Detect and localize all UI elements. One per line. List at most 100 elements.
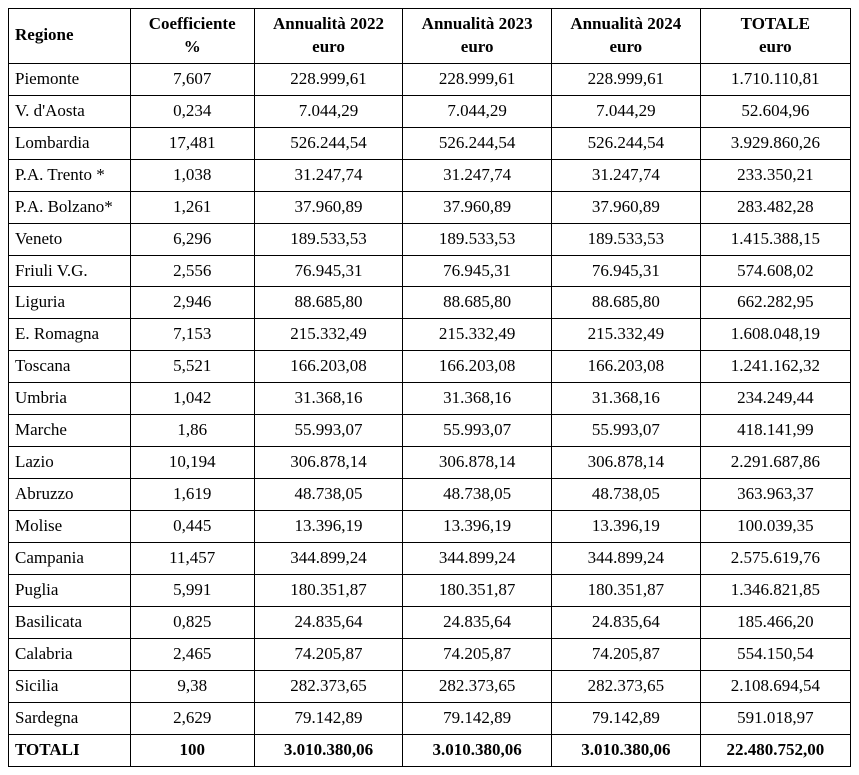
cell-totale: 1.241.162,32 (700, 351, 850, 383)
cell-regione: Sicilia (9, 670, 131, 702)
col-header-totale: TOTALE euro (700, 9, 850, 64)
cell-a2024: 215.332,49 (552, 319, 701, 351)
col-header-regione: Regione (9, 9, 131, 64)
cell-coef: 2,556 (130, 255, 254, 287)
cell-a2022: 76.945,31 (254, 255, 403, 287)
cell-a2023: 215.332,49 (403, 319, 552, 351)
cell-a2023: 74.205,87 (403, 638, 552, 670)
cell-regione: Umbria (9, 383, 131, 415)
cell-regione: Molise (9, 511, 131, 543)
table-row: Lombardia17,481526.244,54526.244,54526.2… (9, 127, 851, 159)
cell-coef: 1,86 (130, 415, 254, 447)
cell-totals-totale: 22.480.752,00 (700, 734, 850, 766)
cell-coef: 11,457 (130, 542, 254, 574)
cell-a2022: 31.247,74 (254, 159, 403, 191)
col-header-2024-l1: Annualità 2024 (558, 13, 694, 36)
cell-regione: Basilicata (9, 606, 131, 638)
cell-a2022: 344.899,24 (254, 542, 403, 574)
cell-a2022: 306.878,14 (254, 447, 403, 479)
cell-coef: 1,042 (130, 383, 254, 415)
table-row: Sardegna2,62979.142,8979.142,8979.142,89… (9, 702, 851, 734)
cell-totale: 591.018,97 (700, 702, 850, 734)
cell-totale: 3.929.860,26 (700, 127, 850, 159)
cell-a2022: 13.396,19 (254, 511, 403, 543)
col-header-2023: Annualità 2023 euro (403, 9, 552, 64)
cell-coef: 10,194 (130, 447, 254, 479)
cell-coef: 5,521 (130, 351, 254, 383)
cell-a2024: 24.835,64 (552, 606, 701, 638)
cell-a2024: 48.738,05 (552, 479, 701, 511)
cell-coef: 2,465 (130, 638, 254, 670)
cell-totale: 185.466,20 (700, 606, 850, 638)
col-header-2023-l1: Annualità 2023 (409, 13, 545, 36)
cell-coef: 17,481 (130, 127, 254, 159)
cell-regione: Lombardia (9, 127, 131, 159)
cell-totals-a2022: 3.010.380,06 (254, 734, 403, 766)
cell-a2023: 31.368,16 (403, 383, 552, 415)
cell-a2023: 24.835,64 (403, 606, 552, 638)
cell-a2023: 13.396,19 (403, 511, 552, 543)
cell-coef: 5,991 (130, 574, 254, 606)
cell-coef: 7,607 (130, 63, 254, 95)
cell-regione: Puglia (9, 574, 131, 606)
cell-totale: 418.141,99 (700, 415, 850, 447)
cell-totale: 1.710.110,81 (700, 63, 850, 95)
col-header-totale-l2: euro (707, 36, 844, 59)
cell-totale: 1.608.048,19 (700, 319, 850, 351)
cell-coef: 7,153 (130, 319, 254, 351)
cell-a2024: 228.999,61 (552, 63, 701, 95)
cell-regione: Lazio (9, 447, 131, 479)
cell-a2024: 166.203,08 (552, 351, 701, 383)
cell-totale: 2.575.619,76 (700, 542, 850, 574)
cell-regione: Calabria (9, 638, 131, 670)
regione-allocation-table: Regione Coefficiente % Annualità 2022 eu… (8, 8, 851, 767)
cell-regione: P.A. Bolzano* (9, 191, 131, 223)
col-header-coef: Coefficiente % (130, 9, 254, 64)
cell-coef: 0,234 (130, 95, 254, 127)
cell-regione: Sardegna (9, 702, 131, 734)
cell-coef: 1,619 (130, 479, 254, 511)
cell-totale: 1.415.388,15 (700, 223, 850, 255)
cell-coef: 2,629 (130, 702, 254, 734)
col-header-regione-l1: Regione (15, 24, 124, 47)
cell-a2024: 31.247,74 (552, 159, 701, 191)
cell-a2022: 228.999,61 (254, 63, 403, 95)
cell-coef: 9,38 (130, 670, 254, 702)
table-row: Campania11,457344.899,24344.899,24344.89… (9, 542, 851, 574)
cell-a2022: 74.205,87 (254, 638, 403, 670)
cell-totale: 52.604,96 (700, 95, 850, 127)
cell-a2022: 166.203,08 (254, 351, 403, 383)
cell-a2023: 228.999,61 (403, 63, 552, 95)
table-body: Piemonte7,607228.999,61228.999,61228.999… (9, 63, 851, 766)
table-row: E. Romagna7,153215.332,49215.332,49215.3… (9, 319, 851, 351)
cell-regione: V. d'Aosta (9, 95, 131, 127)
cell-a2024: 76.945,31 (552, 255, 701, 287)
col-header-2022-l1: Annualità 2022 (261, 13, 397, 36)
cell-totals-a2023: 3.010.380,06 (403, 734, 552, 766)
cell-a2023: 37.960,89 (403, 191, 552, 223)
cell-a2023: 282.373,65 (403, 670, 552, 702)
cell-a2024: 74.205,87 (552, 638, 701, 670)
table-row: Toscana5,521166.203,08166.203,08166.203,… (9, 351, 851, 383)
cell-regione: Piemonte (9, 63, 131, 95)
col-header-coef-l1: Coefficiente (137, 13, 248, 36)
table-row: Abruzzo1,61948.738,0548.738,0548.738,053… (9, 479, 851, 511)
cell-a2022: 31.368,16 (254, 383, 403, 415)
cell-a2023: 189.533,53 (403, 223, 552, 255)
cell-a2022: 180.351,87 (254, 574, 403, 606)
table-row: P.A. Bolzano*1,26137.960,8937.960,8937.9… (9, 191, 851, 223)
cell-a2024: 282.373,65 (552, 670, 701, 702)
cell-regione: Campania (9, 542, 131, 574)
cell-a2022: 88.685,80 (254, 287, 403, 319)
table-row: Liguria2,94688.685,8088.685,8088.685,806… (9, 287, 851, 319)
cell-a2024: 189.533,53 (552, 223, 701, 255)
table-row: Piemonte7,607228.999,61228.999,61228.999… (9, 63, 851, 95)
cell-a2022: 24.835,64 (254, 606, 403, 638)
cell-a2023: 306.878,14 (403, 447, 552, 479)
cell-regione: Toscana (9, 351, 131, 383)
cell-totals-coef: 100 (130, 734, 254, 766)
table-row: Molise0,44513.396,1913.396,1913.396,1910… (9, 511, 851, 543)
cell-a2024: 180.351,87 (552, 574, 701, 606)
table-header: Regione Coefficiente % Annualità 2022 eu… (9, 9, 851, 64)
table-row: Sicilia9,38282.373,65282.373,65282.373,6… (9, 670, 851, 702)
